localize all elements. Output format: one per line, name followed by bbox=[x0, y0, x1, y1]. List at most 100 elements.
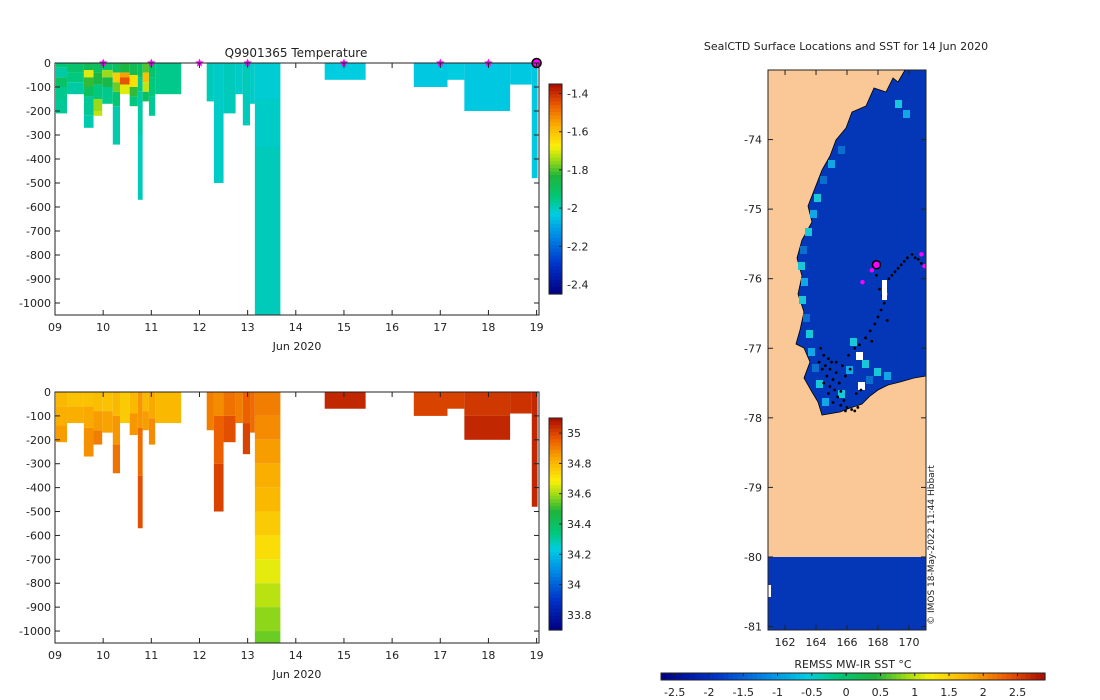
temperature-colorbar-swatch bbox=[549, 217, 562, 222]
salinity-colorbar-swatch bbox=[549, 612, 562, 617]
map-track-point bbox=[822, 381, 826, 385]
salinity-y-tick-label: -500 bbox=[26, 506, 51, 519]
map-edge-cell bbox=[838, 146, 845, 154]
temperature-colorbar-frame bbox=[548, 83, 563, 295]
temperature-x-tick-label: 15 bbox=[337, 321, 351, 334]
temperature-x-axis: 09 10 11 12 13 14 15 16 17 18 19 bbox=[48, 63, 544, 334]
map-track-point bbox=[823, 364, 827, 368]
map-track-point bbox=[878, 287, 881, 291]
map-edge-cell bbox=[810, 210, 817, 218]
sst-colorbar-swatch bbox=[814, 673, 820, 680]
sst-colorbar-swatch bbox=[1006, 673, 1012, 680]
sst-colorbar-label: REMSS MW-IR SST °C bbox=[794, 658, 912, 671]
sst-colorbar-tick-label: -0.5 bbox=[801, 686, 822, 699]
salinity-cell bbox=[67, 406, 84, 424]
temperature-colorbar-swatch bbox=[549, 252, 562, 257]
sst-colorbar-swatch bbox=[958, 673, 964, 680]
sst-colorbar-swatch bbox=[785, 673, 792, 680]
temperature-colorbar-tick-label: -1.8 bbox=[567, 164, 588, 177]
map-edge-cell bbox=[801, 278, 808, 286]
temperature-cell bbox=[142, 72, 149, 83]
temperature-cell bbox=[55, 67, 68, 78]
salinity-cell bbox=[242, 392, 251, 424]
salinity-colorbar-swatch bbox=[549, 591, 562, 596]
temperature-colorbar-swatch bbox=[549, 157, 562, 162]
salinity-colorbar-swatch bbox=[549, 425, 562, 430]
salinity-colorbar-swatch bbox=[549, 594, 562, 599]
salinity-cell bbox=[112, 392, 121, 416]
temperature-x-tick-label: 13 bbox=[241, 321, 255, 334]
map-title: SealCTD Surface Locations and SST for 14… bbox=[704, 40, 988, 53]
salinity-colorbar-swatch bbox=[549, 428, 562, 433]
sst-colorbar-swatch bbox=[723, 673, 729, 680]
temperature-colorbar-swatch bbox=[549, 154, 562, 159]
temperature-colorbar-swatch bbox=[549, 119, 562, 124]
temperature-colorbar-swatch bbox=[549, 283, 562, 288]
map-edge-cell bbox=[850, 338, 857, 346]
map-edge-cell bbox=[828, 160, 835, 168]
sst-map-plot: SealCTD Surface Locations and SST for 14… bbox=[660, 40, 1046, 699]
temperature-cell bbox=[102, 70, 113, 78]
temperature-colorbar-swatch bbox=[549, 112, 562, 117]
map-x-axis: 162 164 166 168 170 bbox=[775, 70, 919, 649]
map-track-point bbox=[868, 329, 872, 333]
sst-colorbar-swatch bbox=[929, 673, 936, 680]
map-edge-cell bbox=[862, 360, 869, 368]
temperature-colorbar-swatch bbox=[549, 161, 562, 166]
temperature-cell bbox=[83, 87, 94, 97]
salinity-colorbar-swatch bbox=[549, 587, 562, 592]
map-track-point bbox=[890, 273, 894, 277]
temperature-cell bbox=[112, 63, 121, 73]
salinity-cell bbox=[254, 463, 281, 488]
map-track-point bbox=[864, 336, 867, 340]
temperature-cell bbox=[206, 63, 214, 102]
salinity-cell bbox=[55, 406, 68, 426]
temperature-colorbar-swatch bbox=[549, 227, 562, 232]
sst-colorbar: -2.5 -2 -1.5 -1 -0.5 0 0.5 1 1.5 2 2.5 bbox=[660, 672, 1046, 699]
temperature-cell bbox=[137, 91, 143, 135]
map-edge-cell bbox=[800, 246, 807, 254]
temperature-cell bbox=[93, 72, 103, 85]
temperature-colorbar-swatch bbox=[549, 150, 562, 155]
map-track-point bbox=[839, 389, 843, 393]
salinity-colorbar-swatch bbox=[549, 548, 562, 553]
salinity-cell bbox=[447, 392, 465, 409]
map-edge-cell bbox=[874, 368, 881, 376]
temperature-colorbar-swatch bbox=[549, 108, 562, 113]
salinity-y-tick-label: -400 bbox=[26, 482, 51, 495]
temperature-y-tick-label: -300 bbox=[26, 129, 51, 142]
temperature-cell bbox=[55, 77, 68, 87]
map-surface-marker bbox=[869, 268, 874, 273]
salinity-cell bbox=[254, 487, 281, 512]
salinity-cell bbox=[413, 392, 448, 416]
sst-colorbar-swatch bbox=[757, 673, 763, 680]
sst-colorbar-tick-label: -1.5 bbox=[733, 686, 754, 699]
salinity-colorbar-tick-label: 34.8 bbox=[567, 457, 592, 470]
temperature-cell bbox=[137, 63, 143, 78]
sst-colorbar-swatch bbox=[771, 673, 777, 680]
temperature-colorbar-swatch bbox=[549, 94, 562, 99]
salinity-colorbar-swatch bbox=[549, 562, 562, 567]
map-edge-cell bbox=[799, 296, 806, 304]
salinity-colorbar-swatch bbox=[549, 545, 562, 550]
sst-colorbar-swatch bbox=[982, 673, 988, 680]
sst-colorbar-swatch bbox=[857, 673, 864, 680]
map-track-point bbox=[827, 392, 830, 395]
temperature-cell bbox=[102, 87, 113, 104]
temperature-y-tick-label: 0 bbox=[44, 57, 51, 70]
salinity-colorbar-tick-label: 34.2 bbox=[567, 548, 592, 561]
temperature-y-tick-label: -600 bbox=[26, 201, 51, 214]
sst-colorbar-swatch bbox=[877, 673, 883, 680]
salinity-colorbar-swatch bbox=[549, 439, 562, 444]
map-track-point bbox=[873, 322, 877, 326]
temperature-section-plot: Q9901365 Temperature 09 10 11 12 13 14 15 16 17 1… bbox=[19, 46, 588, 353]
temperature-cell bbox=[83, 63, 94, 71]
temperature-y-axis: 0 -100 -200 -300 -400 -500 -600 -700 -800 -900 -10… bbox=[19, 57, 539, 310]
map-track-point bbox=[913, 256, 917, 260]
salinity-y-axis: 0 -100 -200 -300 -400 -500 -600 -700 -800 -900 -10… bbox=[19, 386, 539, 638]
salinity-colorbar-swatch bbox=[549, 513, 562, 518]
sst-colorbar-swatch bbox=[781, 673, 787, 680]
salinity-cell bbox=[223, 415, 236, 443]
temperature-colorbar-swatch bbox=[549, 213, 562, 218]
temperature-colorbar-swatch bbox=[549, 168, 562, 173]
